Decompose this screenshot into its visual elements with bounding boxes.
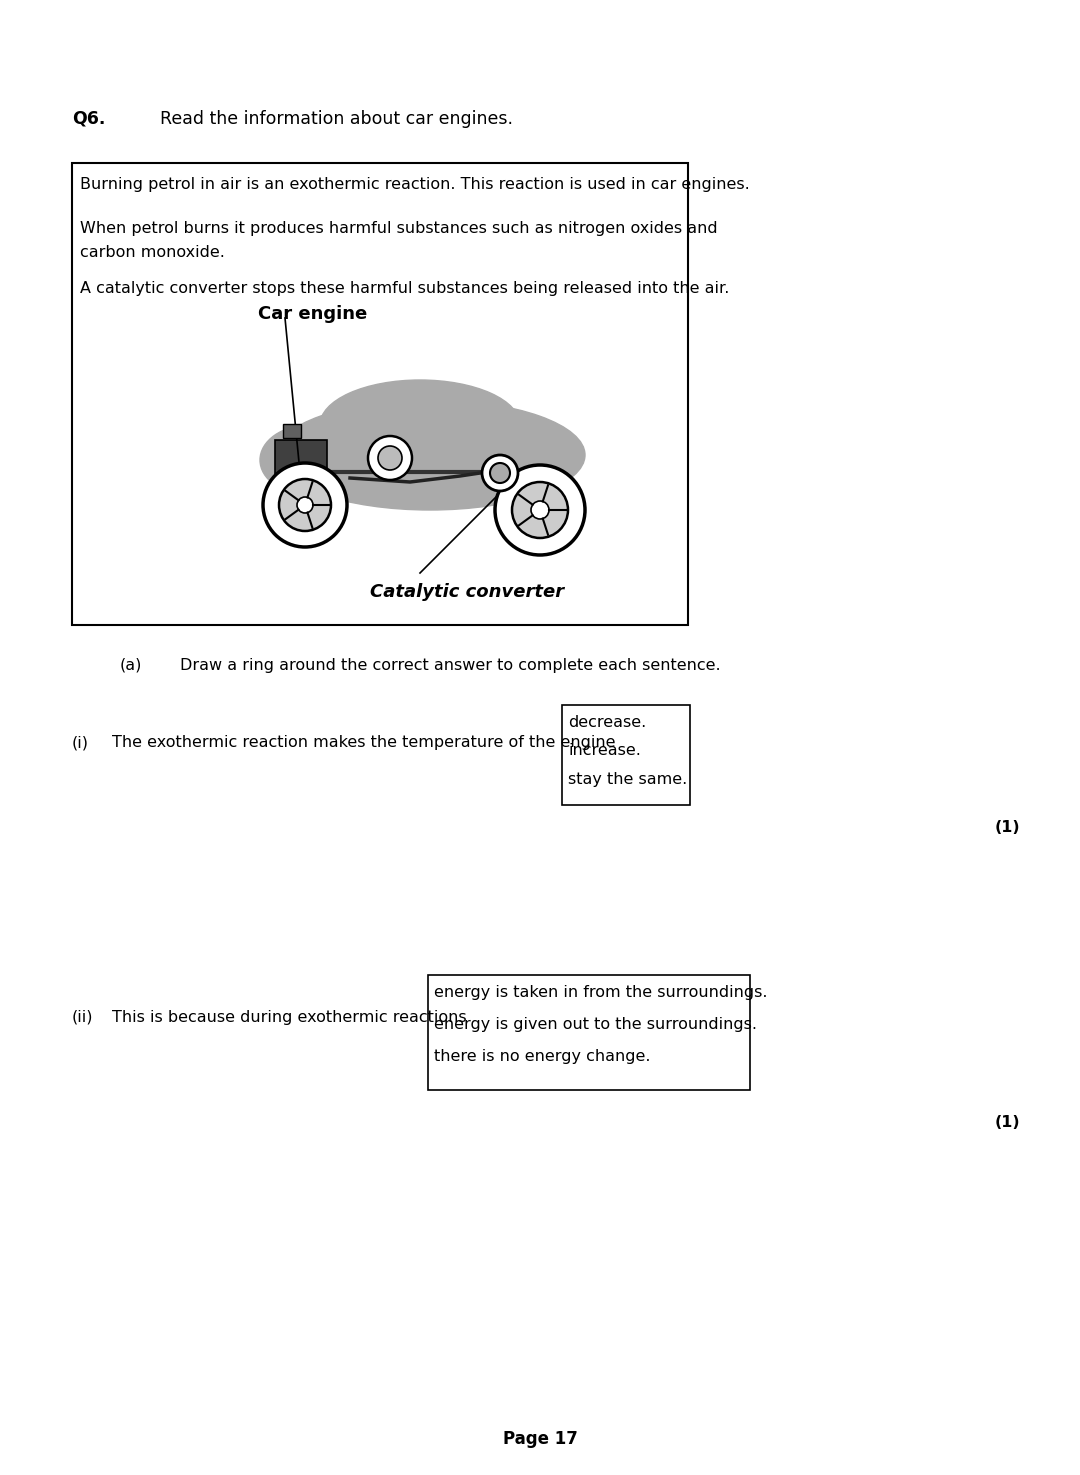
- Bar: [428, 975, 750, 1090]
- Text: When petrol burns it produces harmful substances such as nitrogen oxides and: When petrol burns it produces harmful su…: [80, 221, 717, 236]
- Text: carbon monoxide.: carbon monoxide.: [80, 245, 225, 260]
- Circle shape: [512, 482, 568, 538]
- Text: The exothermic reaction makes the temperature of the engine: The exothermic reaction makes the temper…: [112, 735, 616, 749]
- Ellipse shape: [275, 400, 585, 510]
- Text: Burning petrol in air is an exothermic reaction. This reaction is used in car en: Burning petrol in air is an exothermic r…: [80, 177, 750, 192]
- Text: This is because during exothermic reactions: This is because during exothermic reacti…: [112, 1010, 467, 1025]
- Text: Read the information about car engines.: Read the information about car engines.: [160, 111, 513, 128]
- Text: increase.: increase.: [568, 743, 640, 758]
- Circle shape: [368, 437, 411, 479]
- Text: (a): (a): [120, 658, 143, 673]
- Bar: [562, 705, 690, 805]
- Bar: [275, 440, 327, 478]
- Text: stay the same.: stay the same.: [568, 771, 687, 788]
- Text: (ii): (ii): [72, 1010, 94, 1025]
- Ellipse shape: [260, 425, 360, 496]
- Text: energy is given out to the surroundings.: energy is given out to the surroundings.: [434, 1016, 757, 1032]
- Text: Draw a ring around the correct answer to complete each sentence.: Draw a ring around the correct answer to…: [180, 658, 720, 673]
- Text: decrease.: decrease.: [568, 715, 646, 730]
- Circle shape: [279, 479, 330, 531]
- Circle shape: [378, 445, 402, 471]
- Circle shape: [264, 463, 347, 547]
- Text: Page 17: Page 17: [502, 1429, 578, 1448]
- Circle shape: [297, 497, 313, 513]
- Circle shape: [495, 465, 585, 555]
- Text: there is no energy change.: there is no energy change.: [434, 1049, 650, 1063]
- Bar: [72, 164, 688, 625]
- Circle shape: [490, 463, 510, 482]
- Text: (1): (1): [995, 820, 1020, 835]
- Text: (i): (i): [72, 735, 89, 749]
- Bar: [283, 423, 301, 438]
- Ellipse shape: [320, 381, 519, 471]
- Text: (1): (1): [995, 1115, 1020, 1130]
- Text: Q6.: Q6.: [72, 111, 106, 128]
- Circle shape: [531, 502, 549, 519]
- Text: A catalytic converter stops these harmful substances being released into the air: A catalytic converter stops these harmfu…: [80, 282, 729, 296]
- Text: Car engine: Car engine: [258, 305, 367, 323]
- Circle shape: [482, 454, 518, 491]
- Text: Catalytic converter: Catalytic converter: [370, 583, 564, 600]
- Text: energy is taken in from the surroundings.: energy is taken in from the surroundings…: [434, 985, 768, 1000]
